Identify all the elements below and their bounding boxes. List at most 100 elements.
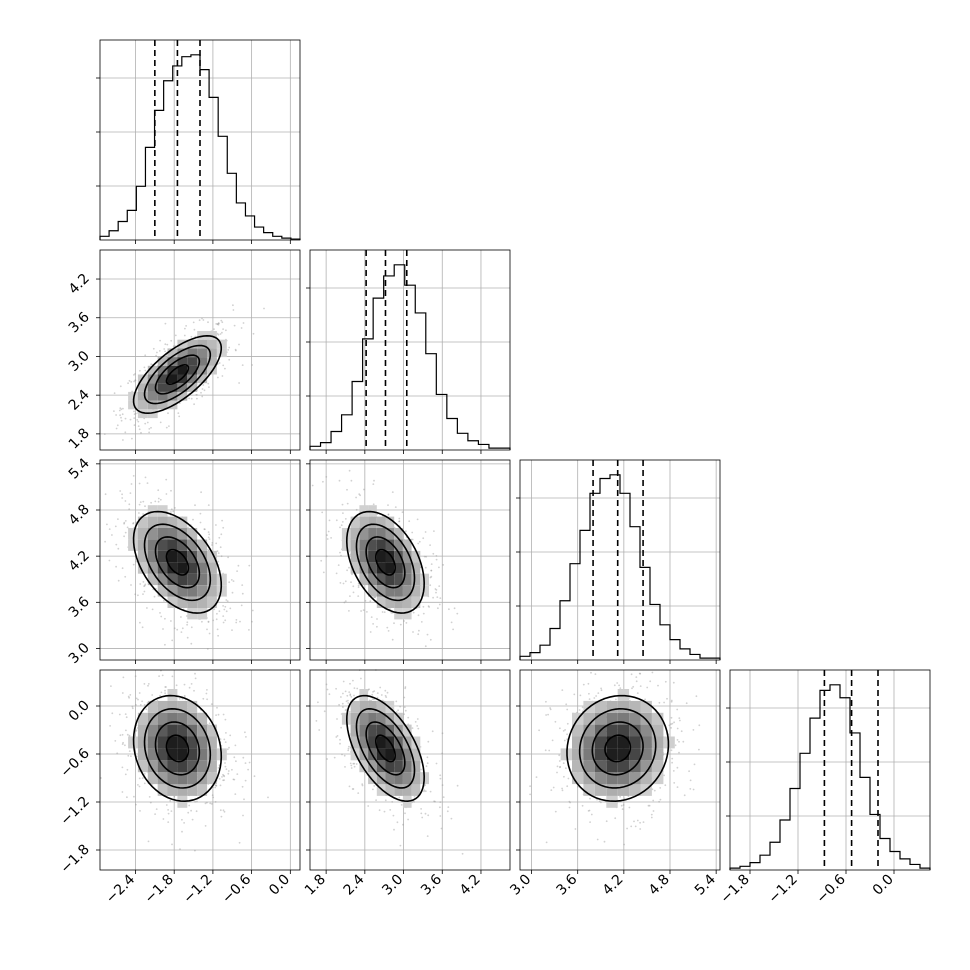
sample-point (461, 852, 464, 855)
sample-point (430, 569, 433, 572)
sample-point (146, 421, 149, 424)
density-cell (147, 365, 158, 375)
density-cell (341, 528, 351, 540)
density-cell (167, 528, 178, 540)
sample-point (164, 350, 167, 353)
sample-point (251, 609, 254, 612)
density-cell (368, 712, 377, 725)
density-cell (197, 550, 208, 563)
sample-point (336, 735, 339, 737)
sample-point (372, 483, 375, 485)
sample-point (442, 796, 445, 798)
sample-point (590, 671, 592, 674)
sample-point (171, 843, 173, 846)
density-cell (167, 596, 178, 608)
density-cell (197, 357, 208, 366)
density-cell (187, 383, 198, 392)
y-tick-label: −1.2 (57, 794, 92, 829)
sample-point (545, 841, 548, 844)
density-cell (652, 760, 664, 773)
sample-point (344, 518, 347, 520)
sample-point (676, 786, 679, 788)
sample-point (234, 793, 237, 795)
y-tick-label: 4.8 (66, 502, 93, 529)
x-tick-label: 3.6 (418, 871, 445, 898)
sample-point (123, 535, 125, 538)
y-tick-label: 3.6 (66, 309, 93, 336)
sample-point (104, 540, 106, 543)
density-cell (177, 528, 188, 540)
density-cell (583, 760, 595, 773)
sample-point (340, 554, 342, 557)
sample-point (128, 734, 131, 737)
density-cell (411, 760, 421, 773)
sample-point (167, 809, 170, 811)
density-cell (583, 724, 595, 737)
sample-point (143, 590, 146, 593)
sample-point (222, 809, 225, 812)
density-cell (167, 357, 178, 366)
sample-point (216, 323, 219, 326)
sample-point (343, 754, 346, 757)
contour-level-3 (566, 694, 670, 802)
sample-point (165, 426, 168, 429)
sample-point (340, 696, 342, 698)
sample-point (339, 738, 341, 741)
density-cell (207, 724, 217, 737)
sample-point (235, 619, 238, 621)
sample-point (227, 772, 230, 775)
density-cell (167, 700, 178, 713)
sample-point (135, 729, 138, 732)
density-cell (572, 760, 584, 773)
sample-point (566, 733, 568, 736)
sample-point (208, 722, 211, 725)
sample-point (227, 770, 230, 772)
sample-point (342, 512, 344, 514)
sample-point (636, 819, 639, 822)
sample-point (240, 327, 243, 329)
x-tick-label: −2.4 (103, 871, 138, 906)
sample-point (170, 810, 173, 812)
density-cell (187, 724, 198, 737)
sample-point (221, 375, 224, 377)
sample-point (191, 818, 194, 821)
density-cell (594, 736, 607, 749)
sample-point (348, 745, 350, 748)
sample-point (114, 740, 117, 742)
density-cell (402, 724, 412, 737)
sample-point (148, 796, 151, 798)
sample-point (206, 698, 209, 701)
sample-point (348, 691, 351, 693)
sample-point (636, 692, 639, 694)
density-cell (207, 550, 217, 563)
sample-point (559, 766, 561, 769)
density-cell (629, 712, 641, 725)
scatter-panel-3-0 (96, 669, 301, 874)
sample-point (574, 828, 577, 830)
density-cell (177, 365, 188, 375)
sample-point (563, 775, 565, 778)
sample-point (357, 586, 360, 589)
sample-point (384, 689, 387, 692)
sample-point (347, 749, 350, 752)
sample-point (223, 810, 226, 813)
density-cell (157, 724, 168, 737)
sample-point (120, 408, 123, 411)
sample-point (404, 687, 407, 690)
sample-point (219, 784, 222, 787)
sample-point (158, 675, 161, 677)
density-cell (368, 760, 377, 773)
sample-point (433, 530, 435, 532)
density-cell (137, 539, 148, 551)
sample-point (439, 806, 441, 809)
sample-point (346, 502, 349, 505)
sample-point (343, 601, 346, 604)
sample-point (620, 804, 623, 807)
density-cell (385, 573, 395, 586)
sample-point (632, 685, 635, 688)
density-cell (177, 724, 188, 737)
sample-point (156, 699, 159, 702)
density-cell (187, 760, 198, 773)
x-tick-label: −0.6 (219, 871, 254, 906)
sample-point (335, 736, 338, 738)
